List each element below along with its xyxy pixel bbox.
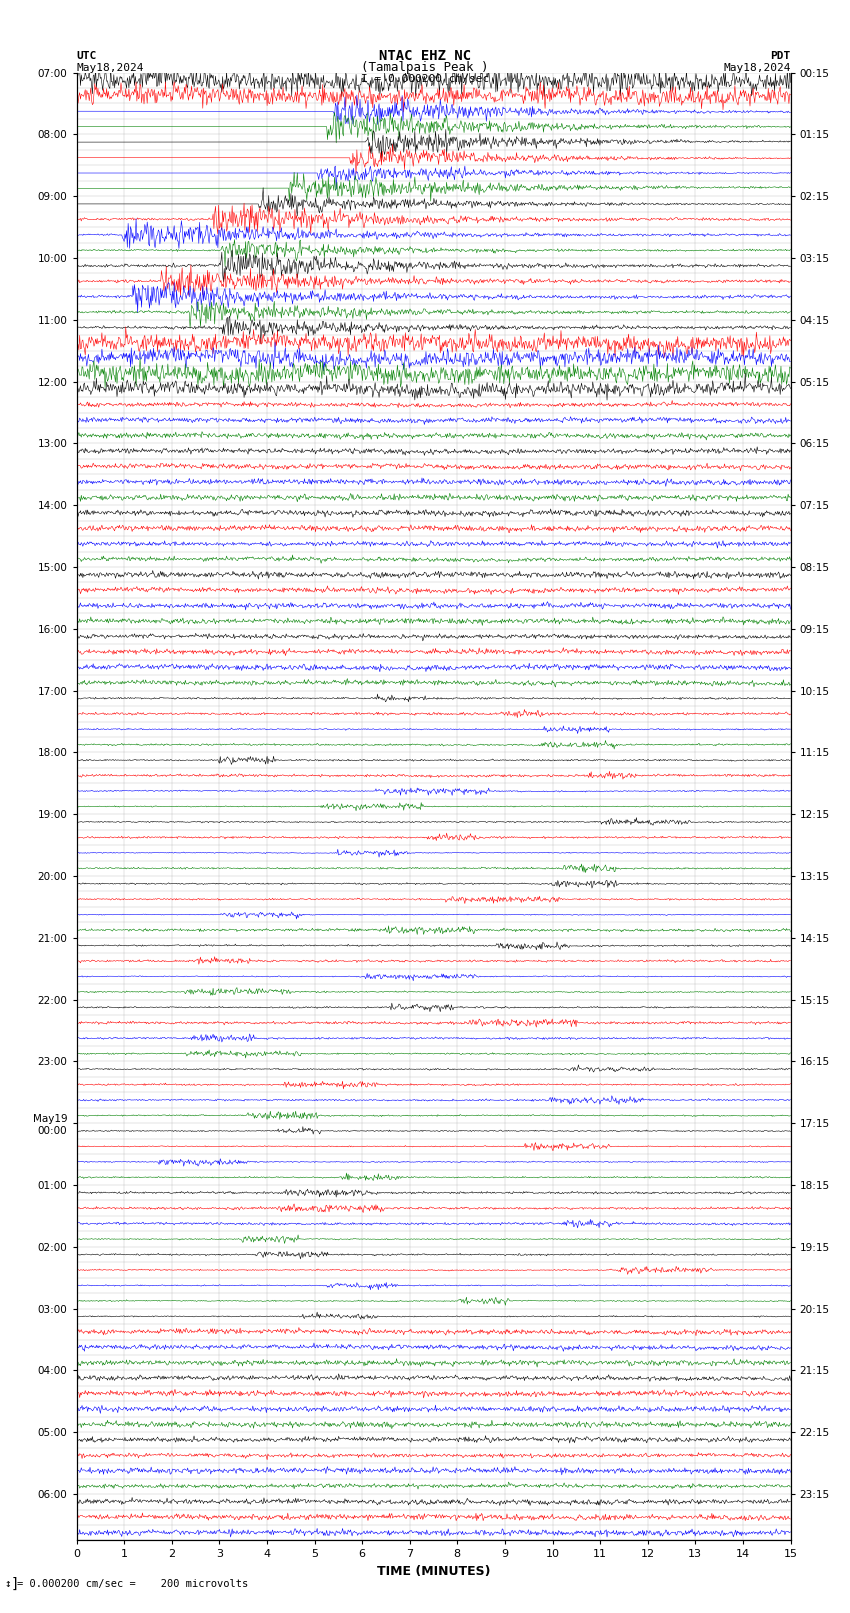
Text: (Tamalpais Peak ): (Tamalpais Peak ) xyxy=(361,61,489,74)
Text: NTAC EHZ NC: NTAC EHZ NC xyxy=(379,50,471,63)
X-axis label: TIME (MINUTES): TIME (MINUTES) xyxy=(377,1565,490,1578)
Text: I = 0.000200 cm/sec: I = 0.000200 cm/sec xyxy=(361,74,489,84)
Text: PDT: PDT xyxy=(770,52,790,61)
Text: UTC: UTC xyxy=(76,52,97,61)
Text: May18,2024: May18,2024 xyxy=(76,63,144,73)
Text: ]: ] xyxy=(10,1578,19,1590)
Text: = 0.000200 cm/sec =    200 microvolts: = 0.000200 cm/sec = 200 microvolts xyxy=(17,1579,248,1589)
Text: May18,2024: May18,2024 xyxy=(723,63,791,73)
Text: ↕: ↕ xyxy=(4,1579,11,1589)
